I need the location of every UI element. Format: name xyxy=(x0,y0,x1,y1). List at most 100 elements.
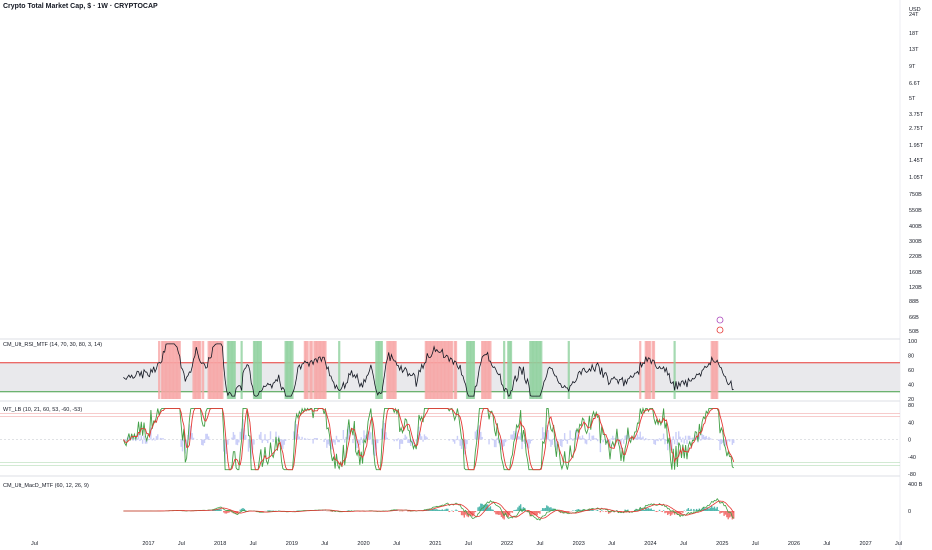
macd-histogram-bar xyxy=(218,509,221,511)
rsi-overbought-bar xyxy=(486,341,489,399)
wt-histogram-bar xyxy=(381,428,383,440)
rsi-overbought-bar xyxy=(160,341,164,399)
wt-histogram-bar xyxy=(610,438,613,440)
wt-histogram-bar xyxy=(341,439,343,441)
rsi-oversold-bar xyxy=(673,341,676,399)
wt-histogram-bar xyxy=(583,438,585,440)
wt-histogram-bar xyxy=(687,435,690,440)
wt-histogram-bar xyxy=(459,439,461,446)
macd-histogram-bar xyxy=(493,511,496,513)
wt-histogram-bar xyxy=(529,439,531,444)
price-tick: 13T xyxy=(909,47,919,53)
wt-histogram-bar xyxy=(678,431,680,440)
wt-histogram-bar xyxy=(584,439,586,444)
macd-histogram-bar xyxy=(510,511,512,513)
macd-histogram-bar xyxy=(463,511,466,518)
macd-histogram-bar xyxy=(646,508,648,511)
rsi-oversold-bar xyxy=(509,341,513,399)
rsi-overbought-bar xyxy=(166,341,169,399)
rsi-overbought-bar xyxy=(438,341,441,399)
wt-histogram-bar xyxy=(315,438,317,440)
price-tick: 5T xyxy=(909,96,916,102)
macd-histogram-bar xyxy=(672,511,674,514)
wt-histogram-bar xyxy=(656,439,658,441)
rsi-oversold-bar xyxy=(240,341,243,399)
macd-histogram-bar xyxy=(675,511,677,514)
wt-histogram-bar xyxy=(345,436,347,440)
time-tick: 2026 xyxy=(788,541,800,547)
wt-histogram-bar xyxy=(700,439,702,441)
wt-histogram-bar xyxy=(258,434,261,440)
macd-histogram-bar xyxy=(705,509,707,511)
wt-histogram-bar xyxy=(475,429,478,440)
macd-histogram-bar xyxy=(610,511,613,513)
macd-histogram-bar xyxy=(438,509,441,511)
wt-histogram-bar xyxy=(555,439,558,450)
macd-histogram-bar xyxy=(458,511,460,512)
wt-histogram-bar xyxy=(572,439,574,441)
macd-histogram-bar xyxy=(452,511,455,512)
macd-histogram-bar xyxy=(223,511,225,513)
rsi-overbought-bar xyxy=(716,341,719,399)
wt-histogram-bar xyxy=(206,433,208,440)
time-tick: Jul xyxy=(536,541,543,547)
macd-histogram-bar xyxy=(529,511,531,517)
rsi-oversold-bar xyxy=(530,341,533,399)
wt-histogram-bar xyxy=(284,439,287,441)
rsi-line xyxy=(123,343,734,397)
wt-histogram-bar xyxy=(324,438,327,440)
rsi-oversold-bar xyxy=(228,341,231,399)
time-tick: Jul xyxy=(31,541,38,547)
rsi-oversold-bar xyxy=(254,341,257,399)
macd-histogram-bar xyxy=(544,507,547,511)
macd-histogram-bar xyxy=(540,510,542,511)
wt-histogram-bar xyxy=(399,439,401,450)
macd-histogram-bar xyxy=(217,509,219,511)
wt-histogram-bar xyxy=(283,439,285,445)
macd-histogram-bar xyxy=(727,511,729,520)
wt-histogram-bar xyxy=(207,436,210,440)
macd-histogram-bar xyxy=(467,511,470,518)
macd-histogram-bar xyxy=(228,511,230,513)
macd-histogram-bar xyxy=(486,504,489,511)
macd-histogram-bar xyxy=(261,511,263,512)
rsi-oversold-bar xyxy=(291,341,294,399)
wt-histogram-bar xyxy=(377,439,379,444)
rsi-overbought-bar xyxy=(177,341,180,399)
wt-histogram-bar xyxy=(342,429,345,440)
macd-histogram-bar xyxy=(489,506,492,511)
wt-histogram-bar xyxy=(635,437,637,440)
wt-histogram-bar xyxy=(154,439,156,441)
price-tick: 120B xyxy=(909,285,922,291)
wt-histogram-bar xyxy=(128,435,130,440)
rsi-overbought-bar xyxy=(167,341,170,399)
wt-histogram-bar xyxy=(570,438,573,440)
macd-histogram-bar xyxy=(492,509,494,511)
macd-histogram-bar xyxy=(474,511,477,513)
price-tick: 88B xyxy=(909,299,919,305)
macd-histogram-bar xyxy=(547,506,549,511)
wt-histogram-bar xyxy=(695,437,698,440)
price-tick: 50B xyxy=(909,329,919,335)
macd-histogram-bar xyxy=(239,509,241,511)
macd-histogram-bar xyxy=(225,511,228,514)
rsi-overbought-bar xyxy=(192,341,195,399)
wt-histogram-bar xyxy=(621,438,624,440)
wt-histogram-bar xyxy=(624,435,626,440)
time-tick: 2020 xyxy=(357,541,369,547)
rsi-oversold-bar xyxy=(379,341,382,399)
wt-histogram-bar xyxy=(636,434,639,440)
wt-histogram-bar xyxy=(374,439,376,456)
macd-histogram-bar xyxy=(267,510,269,511)
macd-histogram-bar xyxy=(682,511,684,513)
macd-histogram-bar xyxy=(473,511,475,515)
rsi-overbought-bar xyxy=(393,341,396,399)
rsi-overbought-bar xyxy=(386,341,389,399)
rsi-overbought-bar xyxy=(211,341,214,399)
wt-histogram-bar xyxy=(140,435,142,440)
wt-histogram-bar xyxy=(511,434,514,440)
macd-histogram-bar xyxy=(566,511,569,513)
time-tick: 2023 xyxy=(573,541,585,547)
